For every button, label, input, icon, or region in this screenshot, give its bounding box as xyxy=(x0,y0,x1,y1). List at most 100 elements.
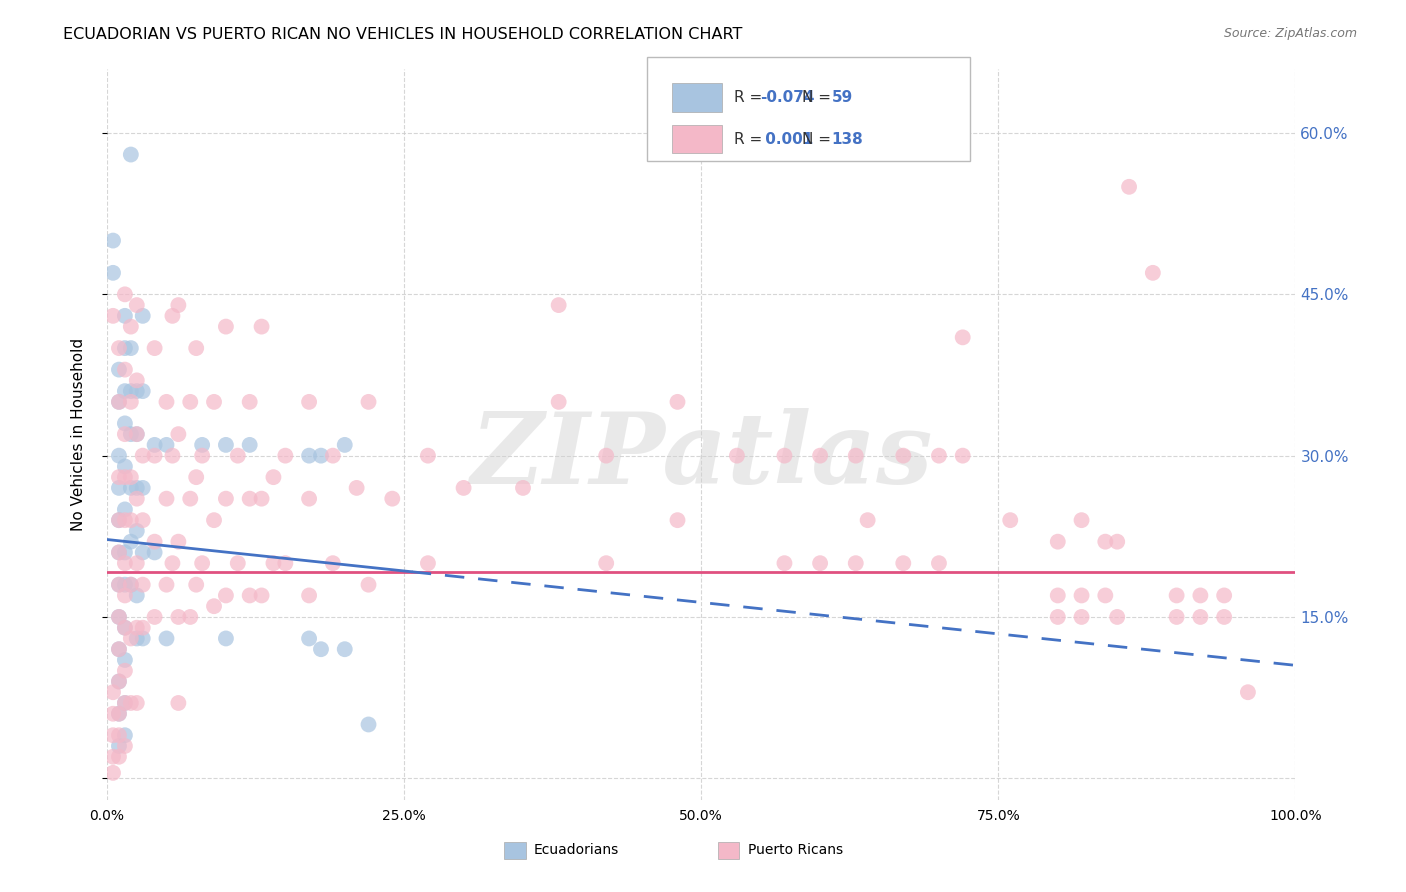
Point xyxy=(512,481,534,495)
Point xyxy=(125,696,148,710)
Point xyxy=(108,395,131,409)
Point xyxy=(250,491,273,506)
Point xyxy=(298,491,321,506)
Point xyxy=(274,449,297,463)
Y-axis label: No Vehicles in Household: No Vehicles in Household xyxy=(72,337,86,531)
Point xyxy=(114,696,136,710)
Point xyxy=(114,653,136,667)
Point xyxy=(333,642,356,657)
Point xyxy=(1094,589,1116,603)
Point xyxy=(167,298,190,312)
Point xyxy=(952,449,974,463)
Point xyxy=(952,330,974,344)
Point xyxy=(108,749,131,764)
Point xyxy=(162,309,184,323)
Point xyxy=(1213,610,1236,624)
Text: 138: 138 xyxy=(831,132,863,146)
Point xyxy=(226,449,249,463)
Point xyxy=(132,309,155,323)
Point xyxy=(120,534,142,549)
Point xyxy=(132,449,155,463)
Point xyxy=(101,749,124,764)
Point xyxy=(114,309,136,323)
Point xyxy=(808,449,831,463)
Point xyxy=(1000,513,1022,527)
Point xyxy=(298,449,321,463)
Point xyxy=(114,362,136,376)
Point xyxy=(114,621,136,635)
Point xyxy=(120,427,142,442)
Point xyxy=(298,395,321,409)
Point xyxy=(155,438,177,452)
Point xyxy=(132,621,155,635)
Point xyxy=(186,577,208,591)
Point xyxy=(1107,534,1129,549)
Point xyxy=(891,449,914,463)
Point xyxy=(309,642,332,657)
Point xyxy=(453,481,475,495)
Point xyxy=(120,481,142,495)
Point xyxy=(120,577,142,591)
Point xyxy=(114,739,136,753)
Point xyxy=(1070,513,1092,527)
Point xyxy=(132,577,155,591)
Point xyxy=(595,449,617,463)
Point xyxy=(191,556,214,570)
Point xyxy=(547,298,569,312)
Point xyxy=(114,589,136,603)
Point xyxy=(346,481,368,495)
Point xyxy=(202,395,225,409)
Point xyxy=(108,642,131,657)
Point xyxy=(108,577,131,591)
Point xyxy=(114,664,136,678)
Point xyxy=(143,341,166,355)
Point xyxy=(125,481,148,495)
Point xyxy=(108,728,131,742)
Point xyxy=(226,556,249,570)
Point xyxy=(125,632,148,646)
Point xyxy=(114,556,136,570)
Point xyxy=(132,632,155,646)
Point xyxy=(928,556,950,570)
Point xyxy=(120,384,142,398)
Point xyxy=(202,599,225,614)
Point xyxy=(108,706,131,721)
Point xyxy=(120,341,142,355)
Point xyxy=(845,556,868,570)
Point xyxy=(125,556,148,570)
Point xyxy=(108,481,131,495)
Point xyxy=(167,534,190,549)
Point xyxy=(357,577,380,591)
Text: R =: R = xyxy=(734,90,768,105)
Point xyxy=(357,717,380,731)
Point xyxy=(101,266,124,280)
Point xyxy=(155,632,177,646)
Text: N =: N = xyxy=(803,90,837,105)
Point xyxy=(215,438,238,452)
Point xyxy=(928,449,950,463)
Point xyxy=(856,513,879,527)
Point xyxy=(120,319,142,334)
Point xyxy=(202,513,225,527)
Point xyxy=(120,632,142,646)
Text: Puerto Ricans: Puerto Ricans xyxy=(748,844,842,857)
Point xyxy=(1094,534,1116,549)
Point xyxy=(725,449,748,463)
Point xyxy=(101,728,124,742)
Point xyxy=(239,395,262,409)
Point xyxy=(215,491,238,506)
Point xyxy=(1046,534,1069,549)
Point xyxy=(125,298,148,312)
Point xyxy=(262,556,284,570)
Point xyxy=(773,556,796,570)
Point xyxy=(1118,179,1140,194)
Point xyxy=(1166,589,1188,603)
Point xyxy=(114,513,136,527)
Point xyxy=(547,395,569,409)
Point xyxy=(333,438,356,452)
Point xyxy=(108,610,131,624)
Point xyxy=(108,449,131,463)
Point xyxy=(167,696,190,710)
Point xyxy=(274,556,297,570)
Point xyxy=(1070,610,1092,624)
